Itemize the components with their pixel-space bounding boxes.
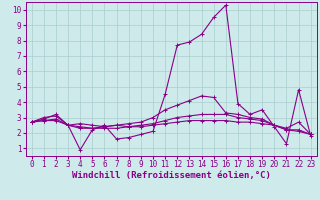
X-axis label: Windchill (Refroidissement éolien,°C): Windchill (Refroidissement éolien,°C) — [72, 171, 271, 180]
